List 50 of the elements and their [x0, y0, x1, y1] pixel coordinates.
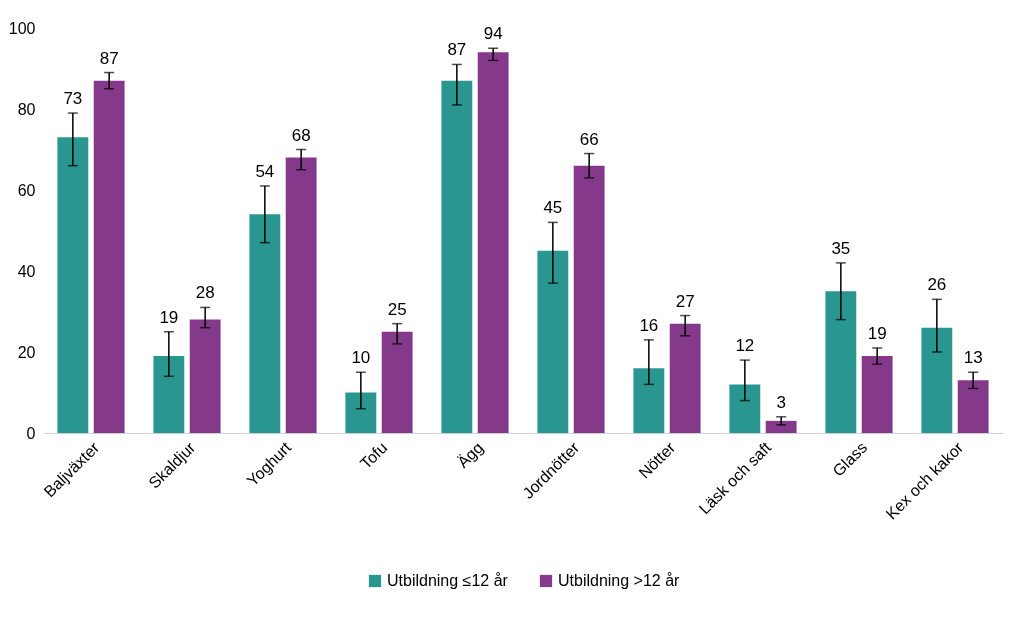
y-tick-label: 100: [8, 19, 36, 37]
bar: [633, 368, 665, 433]
bar: [573, 165, 605, 433]
legend-label: Utbildning >12 år: [558, 572, 681, 589]
bar: [957, 380, 989, 433]
data-label: 45: [543, 198, 563, 218]
x-tick-label: Ägg: [454, 438, 487, 471]
data-label: 73: [63, 89, 83, 109]
data-label: 3: [776, 392, 786, 412]
y-tick-label: 80: [17, 100, 36, 118]
bar: [93, 80, 125, 433]
data-label: 35: [831, 238, 851, 258]
data-label: 19: [867, 323, 887, 343]
bar: [153, 356, 185, 433]
y-tick-label: 40: [17, 262, 36, 280]
legend-label: Utbildning ≤12 år: [387, 572, 509, 589]
bar: [285, 157, 317, 433]
bar: [381, 331, 413, 433]
y-tick-label: 20: [17, 343, 36, 361]
bar: [921, 327, 953, 433]
data-label: 13: [963, 348, 983, 368]
y-tick-label: 60: [17, 181, 36, 199]
bar: [345, 392, 377, 433]
bar: [441, 80, 473, 433]
bar: [729, 384, 761, 433]
data-label: 28: [195, 283, 215, 303]
data-label: 94: [483, 24, 503, 44]
data-label: 66: [579, 129, 599, 149]
bar: [57, 137, 89, 433]
bar: [765, 420, 797, 433]
data-label: 87: [99, 48, 119, 68]
x-tick-label: Tofu: [356, 438, 391, 473]
bar: [249, 214, 281, 433]
data-label: 27: [675, 291, 695, 311]
data-label: 68: [291, 125, 311, 145]
bar: [825, 291, 857, 433]
bar: [537, 250, 569, 433]
data-label: 25: [387, 299, 407, 319]
data-label: 87: [447, 40, 467, 60]
data-label: 16: [639, 315, 659, 335]
bar: [669, 323, 701, 433]
data-label: 12: [735, 336, 755, 356]
bar: [189, 319, 221, 433]
data-label: 26: [927, 275, 947, 295]
data-label: 54: [255, 161, 275, 181]
data-label: 10: [351, 348, 371, 368]
bar: [861, 356, 893, 433]
data-label: 19: [159, 307, 179, 327]
y-tick-label: 0: [26, 424, 36, 442]
bar: [477, 52, 509, 433]
